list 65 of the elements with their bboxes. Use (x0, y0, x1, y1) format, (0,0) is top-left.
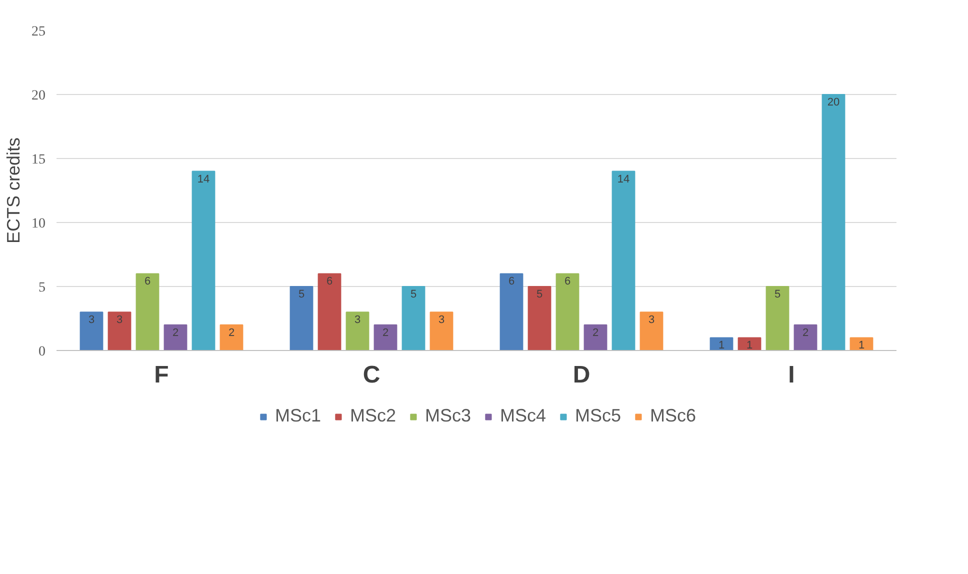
legend-label: MSc1 (274, 406, 321, 426)
bar (192, 170, 216, 350)
y-tick-label: 25 (32, 24, 46, 40)
bar (528, 286, 552, 350)
data-label: 3 (438, 314, 445, 326)
legend-label: MSc3 (424, 406, 471, 426)
data-label: 2 (802, 326, 809, 339)
y-tick-label: 15 (32, 152, 46, 168)
y-tick-label: 20 (32, 88, 46, 104)
bar (430, 312, 454, 350)
data-label: 20 (827, 96, 840, 108)
data-label: 3 (116, 314, 123, 326)
data-label: 5 (410, 288, 417, 300)
data-label: 3 (354, 314, 361, 326)
data-label: 6 (508, 276, 515, 288)
bar (640, 312, 664, 350)
legend-label: MSc2 (350, 406, 396, 426)
data-label: 3 (88, 314, 95, 326)
bar (346, 312, 370, 350)
data-label: 2 (382, 326, 389, 339)
data-label: 2 (172, 326, 179, 339)
data-label: 6 (144, 276, 151, 288)
y-tick-label: 0 (38, 344, 46, 360)
bar (794, 324, 818, 350)
bar (108, 312, 132, 350)
data-label: 3 (648, 314, 655, 326)
data-label: 5 (298, 288, 305, 300)
y-tick-label: 10 (32, 216, 46, 232)
data-label: 14 (617, 173, 630, 186)
bar (318, 273, 342, 350)
legend-label: MSc6 (650, 406, 696, 426)
bar (738, 337, 762, 350)
x-tick-label: I (788, 362, 795, 388)
legend-label: MSc4 (500, 406, 546, 426)
data-label: 5 (536, 288, 543, 300)
data-label: 1 (746, 340, 753, 352)
bar (850, 337, 874, 350)
bar (584, 324, 608, 350)
x-tick-label: F (154, 362, 169, 388)
bar (374, 324, 398, 350)
bar (80, 312, 104, 350)
data-label: 6 (326, 276, 333, 288)
y-axis-title: ECTS credits (4, 137, 24, 244)
bar (710, 337, 734, 350)
data-label: 6 (564, 276, 571, 288)
bar (136, 273, 160, 350)
data-label: 2 (228, 326, 235, 339)
data-label: 1 (718, 340, 725, 352)
data-label: 2 (592, 326, 599, 339)
x-tick-label: D (572, 362, 590, 388)
bar (766, 286, 790, 350)
x-tick-label: C (362, 362, 380, 388)
data-label: 14 (197, 173, 210, 186)
bar (556, 273, 580, 350)
bar (220, 324, 244, 350)
y-tick-label: 5 (38, 280, 46, 296)
bar (164, 324, 188, 350)
legend-label: MSc5 (575, 406, 622, 426)
bar (290, 286, 314, 350)
bar (500, 273, 524, 350)
bar (822, 94, 846, 350)
data-label: 1 (858, 340, 865, 352)
bar (402, 286, 426, 350)
bar (612, 170, 636, 350)
data-label: 5 (774, 288, 781, 300)
